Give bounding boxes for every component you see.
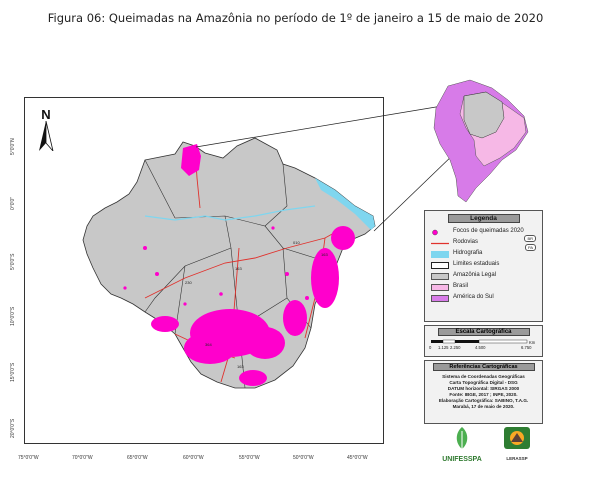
legend-label: Focos de queimadas 2020 [453,228,524,234]
brasil-swatch-icon [431,284,449,291]
scale-tick: 6.750 [521,345,532,350]
hidrografia-swatch-icon [431,251,449,258]
lerassp-emblem-icon [504,427,530,449]
reference-line: Carta Topográfica Digital - DSG [449,380,518,385]
lon-label: 45°0'0"W [347,455,368,461]
legend-label: Brasil [453,283,469,289]
scale-tick: 0 [429,345,432,350]
lon-label: 70°0'0"W [72,455,93,461]
reference-line: DATUM horizontal: SIRGAS 2000 [447,386,520,391]
north-arrow: N [36,108,56,156]
main-map: 163 230 010 364 163 163 [24,97,384,444]
focos-de-queimadas [123,144,355,386]
scale-title: Escala Cartográfica [437,328,530,336]
legend-label: Limites estaduais [453,261,500,267]
legend-item-amazonia: Amazônia Legal [425,271,542,282]
road-badge-pa: PA [524,244,536,251]
road-label: 010 [293,240,300,245]
scale-tick: 2.250 [450,345,461,350]
unifesspa-logo-text: UNIFESSPA [442,456,482,463]
lerassp-logo-text: LERASSP [506,456,528,461]
lon-label: 60°0'0"W [183,455,204,461]
road-badge-br: BR [524,235,536,242]
road-label: 230 [185,280,192,285]
reference-line: Fonte: IBGE, 2017 ; INPE, 2020. [449,392,518,397]
references-title: Referências Cartográficas [432,363,535,371]
lerassp-logo: LERASSP [497,425,537,470]
lon-label: 55°0'0"W [239,455,260,461]
legend-label: Amazônia Legal [453,272,497,278]
road-label: 163 [235,266,242,271]
hidrografia-river [144,205,316,221]
figure-title: Figura 06: Queimadas na Amazônia no perí… [47,11,544,25]
legend-title: Legenda [447,214,520,223]
road-label: 163 [237,364,244,369]
focos-dot-icon [431,229,449,236]
south-america-inset [420,78,530,203]
legend-item-limites: Limites estaduais [425,260,542,271]
inset-map-svg [433,79,529,203]
legend-label: América do Sul [453,294,494,300]
north-letter: N [41,107,51,122]
inset-amazonia-legal [463,91,505,139]
scale-box: Escala Cartográfica 0 1.125 2.250 4.500 … [424,325,543,357]
amazonia-swatch-icon [431,273,449,280]
legend-item-rodovias: Rodovias BR PA [425,235,542,251]
legend-box: Legenda Focos de queimadas 2020 Rodovias… [424,210,543,322]
america-do-sul-swatch-icon [431,295,449,302]
reference-line: Sistema de Coordenadas Geográficas [442,374,525,379]
road-label: 163 [321,252,328,257]
legend-label: Rodovias [453,239,479,245]
unifesspa-logo: UNIFESSPA [437,425,487,470]
scale-tick: 1.125 [438,345,449,350]
legend-item-hidrografia: Hidrografia [425,249,542,260]
references-box: Referências Cartográficas Sistema de Coo… [424,360,543,424]
scale-tick: 4.500 [475,345,486,350]
limites-outline-icon [431,262,449,269]
hidrografia-coast [315,178,375,230]
legend-item-america-do-sul: América do Sul [425,293,542,304]
amazonia-map-svg: 163 230 010 364 163 163 [82,137,376,389]
scale-bar: 0 1.125 2.250 4.500 6.750 Km [429,339,536,350]
legend-label: Hidrografia [453,250,483,256]
scale-unit: Km [529,340,536,345]
legend-item-brasil: Brasil [425,282,542,293]
north-arrow-icon [39,120,54,152]
lon-label: 75°0'0"W [18,455,39,461]
unifesspa-leaf-icon [456,427,468,449]
reference-line: Elaboração Cartográfica: SABINO, T.A.G. [438,398,529,403]
rodovia-line-icon [431,240,449,247]
legend-item-focos: Focos de queimadas 2020 [425,227,542,238]
lon-label: 65°0'0"W [127,455,148,461]
lon-label: 50°0'0"W [293,455,314,461]
road-label: 364 [205,342,212,347]
reference-line: Marabá, 17 de maio de 2020. [452,404,515,409]
